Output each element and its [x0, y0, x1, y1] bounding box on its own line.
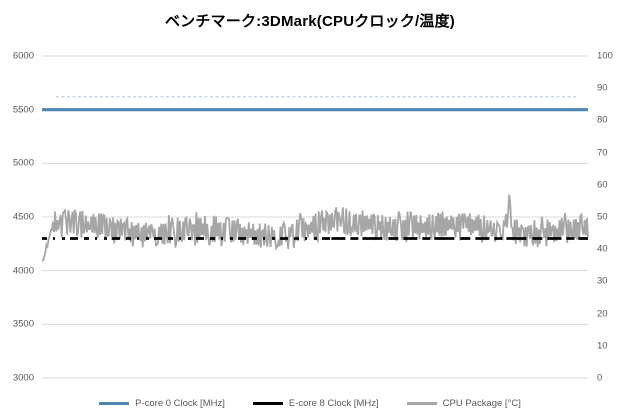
cpu-package-temp-line — [41, 194, 589, 262]
series-layer — [41, 96, 589, 262]
left-axis-tick-label: 3500 — [12, 318, 34, 330]
right-axis-tick-label: 50 — [597, 211, 608, 223]
right-axis-tick-label: 40 — [597, 243, 608, 255]
right-axis-tick-label: 10 — [597, 340, 608, 352]
right-axis-tick-label: 0 — [597, 372, 603, 384]
left-axis-tick-label: 5500 — [12, 103, 34, 115]
right-axis-tick-label: 100 — [597, 50, 613, 62]
left-axis-tick-label: 4500 — [12, 211, 34, 223]
legend-item-pcore-clock: P-core 0 Clock [MHz] — [99, 398, 225, 409]
right-axis-tick-label: 70 — [597, 146, 608, 158]
left-axis-tick-label: 4000 — [12, 264, 34, 276]
ecore-line-swatch-icon — [252, 401, 283, 405]
legend-label-cpu-package: CPU Package [°C] — [442, 397, 521, 409]
left-axis-tick-label: 5000 — [12, 157, 34, 169]
legend-label-ecore: E-core 8 Clock [MHz] — [288, 397, 379, 409]
right-axis-tick-label: 30 — [597, 275, 608, 287]
right-axis-tick-label: 60 — [597, 179, 608, 191]
right-axis-tick-label: 80 — [597, 114, 608, 126]
legend-label-pcore: P-core 0 Clock [MHz] — [135, 397, 225, 409]
chart-title: ベンチマーク:3DMark(CPUクロック/温度) — [164, 13, 456, 30]
legend: P-core 0 Clock [MHz] E-core 8 Clock [MHz… — [0, 394, 620, 412]
right-axis-tick-label: 20 — [597, 307, 608, 319]
legend-item-cpu-package: CPU Package [°C] — [406, 397, 521, 409]
left-axis-tick-label: 3000 — [12, 372, 34, 384]
left-axis-tick-label: 6000 — [12, 50, 34, 62]
cpu-package-line-swatch-icon — [406, 401, 437, 405]
right-axis-tick-label: 90 — [597, 82, 608, 94]
pcore-line-swatch-icon — [99, 401, 130, 405]
legend-item-ecore-clock: E-core 8 Clock [MHz] — [252, 397, 379, 409]
